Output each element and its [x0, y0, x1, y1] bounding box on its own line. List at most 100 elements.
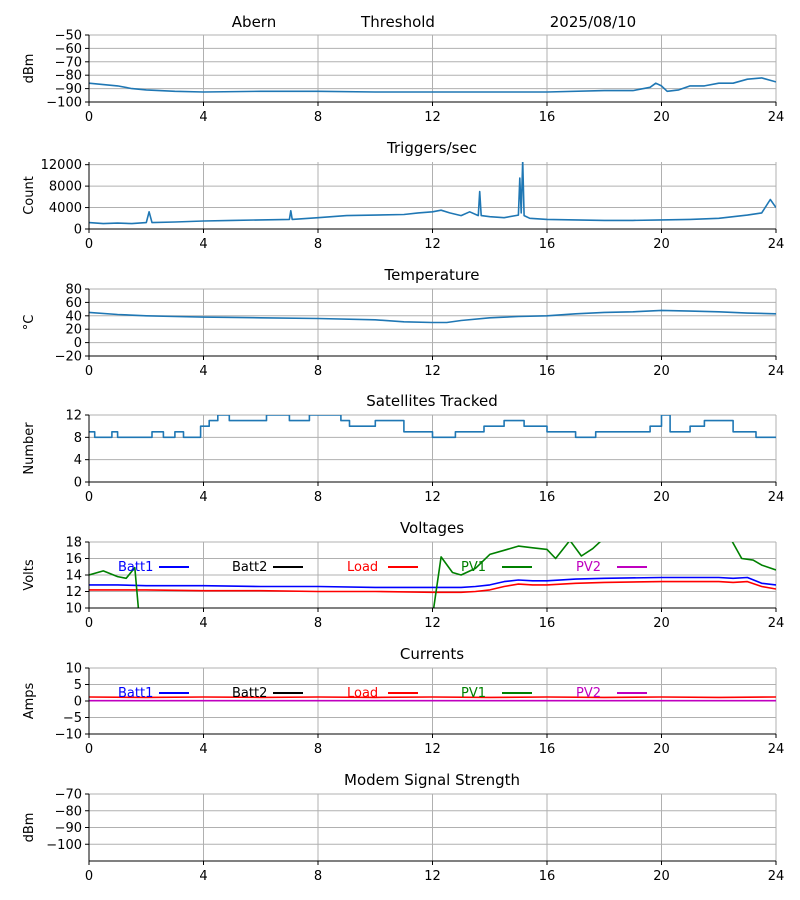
- legend-label-batt2: Batt2: [232, 686, 267, 701]
- x-tick-label: 4: [199, 616, 207, 631]
- chart-modem: 0 4 8 12 16 20 24 −100 −90 −80−70 dBm Modem Signal …: [22, 771, 784, 884]
- chart-title: Modem Signal Strength: [344, 771, 520, 789]
- x-tick-label: 24: [768, 869, 785, 884]
- y-axis-label: Amps: [22, 682, 37, 719]
- y-tick-label: 5: [74, 678, 82, 693]
- x-tick-label: 24: [768, 616, 785, 631]
- x-tick-label: 12: [424, 490, 441, 505]
- y-tick-label: 12: [65, 585, 82, 600]
- y-tick-label: −50: [55, 29, 82, 44]
- x-tick-label: 20: [653, 616, 670, 631]
- series-line: [89, 415, 776, 439]
- header-mode: Threshold: [360, 13, 435, 31]
- x-tick-label: 8: [314, 364, 322, 379]
- y-axis-label: dBm: [22, 813, 37, 843]
- y-axis-label: dBm: [22, 54, 37, 84]
- y-tick-label: 0: [74, 695, 82, 710]
- y-tick-label: −70: [55, 55, 82, 70]
- y-tick-label: 80: [65, 283, 82, 298]
- x-tick-label: 24: [768, 490, 785, 505]
- x-tick-label: 4: [199, 364, 207, 379]
- x-tick-label: 12: [424, 616, 441, 631]
- y-tick-label: 12: [65, 409, 82, 424]
- y-tick-label: 14: [65, 569, 82, 584]
- x-tick-label: 0: [85, 237, 93, 252]
- y-tick-label: 4000: [49, 201, 82, 216]
- x-tick-label: 4: [199, 869, 207, 884]
- x-tick-label: 8: [314, 869, 322, 884]
- x-tick-label: 20: [653, 742, 670, 757]
- x-tick-label: 20: [653, 364, 670, 379]
- chart-satellites: 0 4 8 12 16 20 24 0 4 8 12 Number Satellites Tracked: [22, 392, 784, 505]
- x-tick-label: 12: [424, 237, 441, 252]
- y-tick-label: 40: [65, 309, 82, 324]
- y-tick-label: 16: [65, 552, 82, 567]
- y-axis-label: °C: [22, 315, 37, 331]
- x-tick-label: 4: [199, 237, 207, 252]
- x-tick-label: 4: [199, 490, 207, 505]
- x-tick-label: 24: [768, 364, 785, 379]
- chart-triggers: 0 4 8 12 16 20 24 0 4000 8000 12000 Count Triggers/s…: [22, 139, 784, 252]
- y-tick-label: 0: [74, 336, 82, 351]
- x-tick-label: 16: [539, 364, 556, 379]
- x-tick-label: 4: [199, 742, 207, 757]
- x-tick-label: 16: [539, 110, 556, 125]
- x-tick-label: 16: [539, 237, 556, 252]
- chart-title: Currents: [400, 645, 464, 663]
- legend-label-load: Load: [347, 686, 378, 701]
- x-tick-label: 0: [85, 490, 93, 505]
- x-tick-label: 24: [768, 742, 785, 757]
- y-tick-label: 12000: [41, 158, 82, 173]
- y-tick-label: −60: [55, 42, 82, 57]
- x-tick-label: 0: [85, 869, 93, 884]
- y-axis-label: Volts: [22, 559, 37, 591]
- x-tick-label: 12: [424, 110, 441, 125]
- x-tick-label: 8: [314, 110, 322, 125]
- series-line-load: [89, 580, 776, 594]
- chart-title: Satellites Tracked: [366, 392, 497, 410]
- x-tick-label: 16: [539, 616, 556, 631]
- y-tick-label: −20: [55, 350, 82, 365]
- series-line-batt1: [89, 576, 776, 589]
- y-tick-label: 18: [65, 536, 82, 551]
- y-tick-label: 10: [65, 662, 82, 677]
- y-tick-label: 20: [65, 323, 82, 338]
- y-tick-label: −5: [63, 711, 82, 726]
- x-tick-label: 20: [653, 237, 670, 252]
- legend-label-pv1: PV1: [461, 686, 486, 701]
- x-tick-label: 0: [85, 110, 93, 125]
- series-line: [89, 77, 776, 93]
- y-tick-label: −100: [46, 96, 82, 111]
- x-tick-label: 16: [539, 490, 556, 505]
- x-tick-label: 0: [85, 364, 93, 379]
- x-tick-label: 8: [314, 490, 322, 505]
- x-tick-label: 0: [85, 742, 93, 757]
- y-tick-label: 10: [65, 602, 82, 617]
- chart-title: Triggers/sec: [386, 139, 477, 157]
- legend-label-load: Load: [347, 560, 378, 575]
- x-tick-label: 8: [314, 742, 322, 757]
- y-tick-label: 60: [65, 296, 82, 311]
- x-tick-label: 8: [314, 616, 322, 631]
- x-tick-label: 12: [424, 869, 441, 884]
- header-station: Abern: [232, 13, 276, 31]
- x-tick-label: 4: [199, 110, 207, 125]
- x-tick-label: 20: [653, 490, 670, 505]
- x-tick-label: 16: [539, 869, 556, 884]
- y-tick-label: 4: [74, 453, 82, 468]
- legend-label-batt1: Batt1: [118, 686, 153, 701]
- y-tick-label: −90: [55, 821, 82, 836]
- series-line-pv1: [89, 542, 776, 608]
- x-tick-label: 16: [539, 742, 556, 757]
- series-line: [89, 309, 776, 324]
- y-tick-label: −70: [55, 788, 82, 803]
- x-tick-label: 12: [424, 364, 441, 379]
- series-line: [89, 162, 776, 225]
- chart-title: Temperature: [383, 266, 479, 284]
- y-tick-label: 0: [74, 476, 82, 491]
